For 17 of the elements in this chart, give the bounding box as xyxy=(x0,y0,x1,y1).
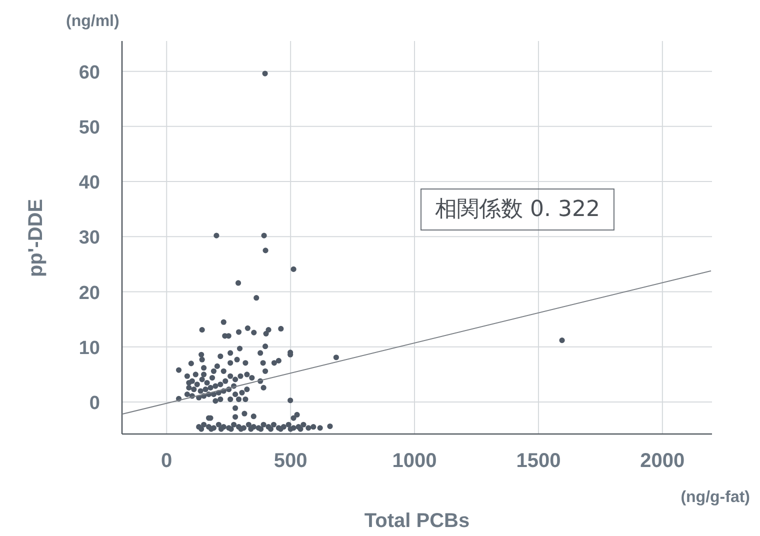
y-tick-label: 40 xyxy=(78,172,100,194)
y-axis-title: pp'-DDE xyxy=(25,198,47,278)
text: (ng/g-fat) xyxy=(680,489,750,506)
x-axis-title: Total PCBs xyxy=(364,510,470,532)
y-tick-label: 30 xyxy=(78,228,100,249)
y-tick-label: 10 xyxy=(78,338,100,359)
x-tick-label: 0 xyxy=(161,450,172,472)
x-tick-label: 500 xyxy=(274,450,308,472)
x-tick-label: 1000 xyxy=(392,450,437,472)
y-tick-label: 0 xyxy=(89,393,100,414)
x-tick-label: 2000 xyxy=(640,450,685,472)
x-tick-label: 1500 xyxy=(516,450,561,472)
y-tick-label: 60 xyxy=(78,62,100,84)
annotation: 相関係数 0. 322 xyxy=(435,197,600,222)
y-tick-label: 50 xyxy=(78,117,100,138)
text: (ng/ml) xyxy=(66,13,120,30)
y-tick-label: 20 xyxy=(78,282,100,304)
